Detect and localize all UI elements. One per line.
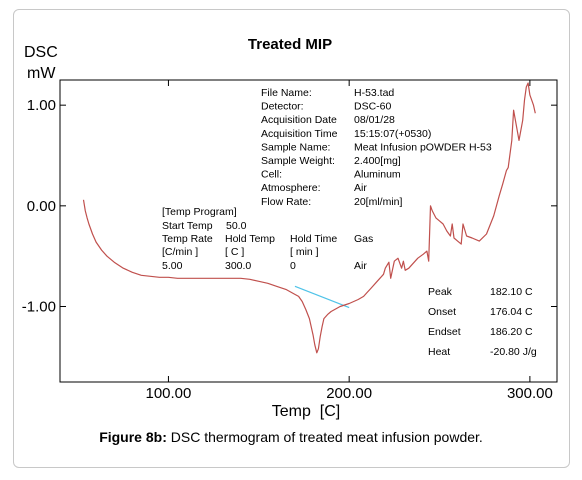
result-value: 176.04 C: [490, 306, 533, 318]
figure-caption: Figure 8b: DSC thermogram of treated mea…: [0, 429, 582, 445]
program-value: 300.0: [225, 260, 251, 272]
info-value: 15:15:07(+0530): [354, 128, 431, 140]
info-value: 08/01/28: [354, 114, 395, 126]
program-value: Air: [354, 260, 367, 272]
info-value: 20[ml/min]: [354, 196, 403, 208]
caption-text: DSC thermogram of treated meat infusion …: [166, 429, 483, 445]
figure-frame: [13, 9, 570, 468]
info-key: Sample Name:: [261, 141, 330, 153]
start-temp-label: Start Temp: [162, 220, 213, 232]
result-value: 182.10 C: [490, 286, 533, 298]
chart-title: Treated MIP: [248, 36, 332, 53]
result-label: Heat: [428, 346, 450, 358]
y-tick-label: 1.00: [27, 97, 56, 114]
info-key: Acquisition Date: [261, 114, 337, 126]
program-unit: [ C ]: [225, 246, 244, 258]
info-value: Aluminum: [354, 169, 401, 181]
program-unit: [C/min ]: [162, 246, 198, 258]
program-value: 5.00: [162, 260, 183, 272]
program-header: [Temp Program]: [162, 206, 237, 218]
program-value: 0: [290, 260, 296, 272]
start-temp-value: 50.0: [226, 220, 247, 232]
caption-label: Figure 8b:: [99, 429, 167, 445]
x-tick-label: 100.00: [145, 385, 191, 402]
info-key: File Name:: [261, 87, 312, 99]
plot-area: [59, 79, 558, 383]
y-tick-label: 0.00: [27, 198, 56, 215]
program-column-header: Temp Rate: [162, 233, 213, 245]
program-column-header: Hold Temp: [225, 233, 275, 245]
program-column-header: Hold Time: [290, 233, 337, 245]
result-label: Onset: [428, 306, 456, 318]
info-key: Acquisition Time: [261, 128, 338, 140]
info-value: Air: [354, 182, 367, 194]
program-unit: [ min ]: [290, 246, 319, 258]
y-axis-label-dsc: DSC: [24, 44, 58, 61]
y-axis-label-unit: mW: [27, 65, 56, 82]
info-value: Meat Infusion pOWDER H-53: [354, 141, 492, 153]
info-key: Flow Rate:: [261, 196, 311, 208]
info-key: Detector:: [261, 101, 304, 113]
info-value: DSC-60: [354, 101, 392, 113]
info-value: 2.400[mg]: [354, 155, 401, 167]
baseline-line: [294, 285, 350, 309]
dsc-curve: [82, 82, 536, 354]
x-axis-label: Temp [C]: [272, 403, 340, 420]
info-key: Sample Weight:: [261, 155, 335, 167]
result-value: 186.20 C: [490, 326, 533, 338]
info-key: Atmosphere:: [261, 182, 321, 194]
info-value: H-53.tad: [354, 87, 394, 99]
y-tick-label: -1.00: [22, 299, 56, 316]
program-column-header: Gas: [354, 233, 373, 245]
info-key: Cell:: [261, 169, 282, 181]
x-tick-label: 200.00: [326, 385, 372, 402]
result-value: -20.80 J/g: [490, 346, 537, 358]
result-label: Endset: [428, 326, 461, 338]
result-label: Peak: [428, 286, 453, 298]
x-tick-label: 300.00: [507, 385, 553, 402]
